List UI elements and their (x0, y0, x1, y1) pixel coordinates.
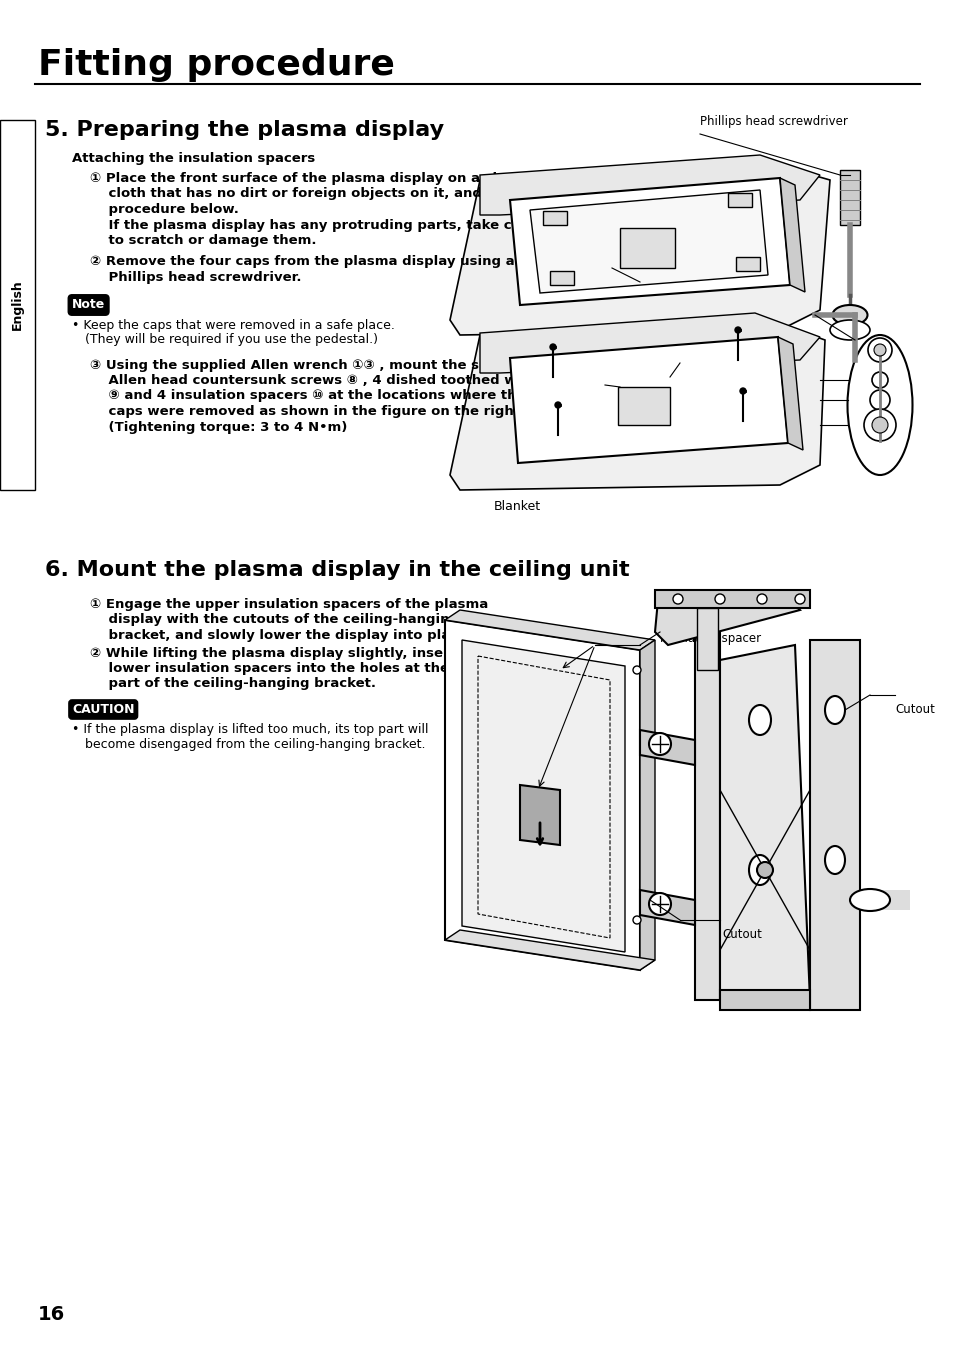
Polygon shape (450, 161, 829, 335)
Ellipse shape (824, 697, 844, 724)
Circle shape (633, 917, 640, 923)
Bar (735, 256, 760, 271)
Ellipse shape (849, 890, 889, 911)
Circle shape (869, 390, 889, 410)
Ellipse shape (748, 705, 770, 734)
Text: Blanket: Blanket (494, 332, 540, 346)
Text: Allen head countersunk screws ⑧ , 4 dished toothed washers: Allen head countersunk screws ⑧ , 4 dish… (90, 374, 566, 387)
Circle shape (633, 666, 640, 674)
Bar (809, 640, 859, 1010)
Text: ② Remove the four caps from the plasma display using a: ② Remove the four caps from the plasma d… (90, 255, 514, 269)
Text: Fitting procedure: Fitting procedure (38, 49, 395, 82)
Text: display with the cutouts of the ceiling-hanging: display with the cutouts of the ceiling-… (90, 613, 458, 626)
Polygon shape (510, 338, 787, 463)
Ellipse shape (829, 320, 869, 340)
Ellipse shape (824, 846, 844, 873)
Text: Insulation spacer: Insulation spacer (659, 632, 760, 645)
Text: ② While lifting the plasma display slightly, insert the: ② While lifting the plasma display sligh… (90, 647, 485, 660)
Text: lower insulation spacers into the holes at the lower: lower insulation spacers into the holes … (90, 662, 495, 675)
Polygon shape (639, 640, 655, 971)
Text: • Keep the caps that were removed in a safe place.: • Keep the caps that were removed in a s… (71, 319, 395, 332)
Text: Phillips head screwdriver: Phillips head screwdriver (700, 115, 847, 128)
Text: procedure below.: procedure below. (90, 202, 238, 216)
Polygon shape (778, 338, 802, 450)
Polygon shape (655, 599, 800, 645)
Text: 16: 16 (38, 1305, 65, 1324)
Polygon shape (840, 890, 909, 910)
Text: • If the plasma display is lifted too much, its top part will: • If the plasma display is lifted too mu… (71, 724, 428, 736)
Circle shape (871, 373, 887, 387)
Circle shape (740, 387, 745, 394)
Text: 5. Preparing the plasma display: 5. Preparing the plasma display (45, 120, 444, 140)
Text: Cap: Cap (624, 323, 649, 336)
Text: caps were removed as shown in the figure on the right.: caps were removed as shown in the figure… (90, 405, 524, 418)
Circle shape (873, 344, 885, 356)
Polygon shape (510, 178, 789, 305)
Circle shape (867, 338, 891, 362)
Text: cloth that has no dirt or foreign objects on it, and follow the: cloth that has no dirt or foreign object… (90, 188, 561, 201)
Polygon shape (720, 645, 809, 1000)
Circle shape (648, 733, 670, 755)
Text: CAUTION: CAUTION (71, 703, 134, 716)
Polygon shape (530, 190, 767, 293)
Circle shape (871, 417, 887, 433)
Bar (727, 193, 751, 207)
Bar (655, 590, 809, 608)
Text: ① Place the front surface of the plasma display on a clean: ① Place the front surface of the plasma … (90, 171, 524, 185)
Polygon shape (639, 730, 695, 765)
Polygon shape (697, 608, 718, 670)
Polygon shape (780, 178, 804, 292)
Circle shape (863, 409, 895, 441)
Polygon shape (479, 155, 820, 215)
Text: Attaching the insulation spacers: Attaching the insulation spacers (71, 153, 314, 165)
Text: Note: Note (71, 298, 105, 312)
Text: ① Engage the upper insulation spacers of the plasma: ① Engage the upper insulation spacers of… (90, 598, 488, 612)
Polygon shape (444, 610, 655, 649)
Text: English: English (10, 279, 24, 331)
Text: become disengaged from the ceiling-hanging bracket.: become disengaged from the ceiling-hangi… (77, 738, 425, 751)
Text: ⑨ and 4 insulation spacers ⑩ at the locations where the: ⑨ and 4 insulation spacers ⑩ at the loca… (90, 390, 525, 402)
Bar (550, 271, 574, 285)
Text: 6. Mount the plasma display in the ceiling unit: 6. Mount the plasma display in the ceili… (45, 560, 629, 580)
Text: Cutout: Cutout (721, 927, 761, 941)
Polygon shape (695, 599, 720, 1000)
Circle shape (648, 892, 670, 915)
Bar (619, 228, 675, 269)
Circle shape (714, 594, 724, 603)
Bar (542, 211, 566, 225)
Bar (618, 387, 669, 425)
Polygon shape (519, 784, 559, 845)
Polygon shape (479, 313, 820, 373)
Polygon shape (639, 890, 695, 925)
Bar (840, 170, 859, 225)
Circle shape (672, 594, 682, 603)
Polygon shape (444, 930, 655, 971)
Circle shape (734, 327, 740, 333)
Text: (They will be required if you use the pedestal.): (They will be required if you use the pe… (77, 333, 377, 347)
Polygon shape (450, 315, 824, 490)
Circle shape (794, 594, 804, 603)
Ellipse shape (832, 305, 866, 325)
Ellipse shape (748, 855, 770, 886)
Ellipse shape (846, 335, 911, 475)
Text: ③ Using the supplied Allen wrench ①③ , mount the supplied 4: ③ Using the supplied Allen wrench ①③ , m… (90, 359, 549, 371)
Bar (0, 120, 35, 490)
Text: bracket, and slowly lower the display into place.: bracket, and slowly lower the display in… (90, 629, 472, 643)
Polygon shape (461, 640, 624, 952)
Circle shape (757, 863, 772, 878)
Text: Phillips head screwdriver.: Phillips head screwdriver. (90, 271, 301, 284)
Bar (720, 990, 809, 1010)
Circle shape (757, 594, 766, 603)
Text: Cutout: Cutout (894, 703, 934, 716)
Circle shape (550, 344, 556, 350)
Circle shape (555, 402, 560, 408)
Polygon shape (444, 620, 639, 971)
Text: Blanket: Blanket (494, 500, 540, 513)
Text: If the plasma display has any protruding parts, take care not: If the plasma display has any protruding… (90, 219, 565, 231)
Text: (Tightening torque: 3 to 4 N•m): (Tightening torque: 3 to 4 N•m) (90, 420, 347, 433)
Text: to scratch or damage them.: to scratch or damage them. (90, 234, 316, 247)
Text: part of the ceiling-hanging bracket.: part of the ceiling-hanging bracket. (90, 678, 375, 690)
